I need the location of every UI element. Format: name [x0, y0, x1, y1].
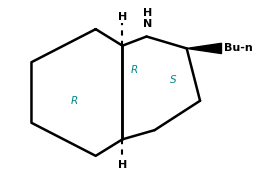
Text: S: S [170, 75, 177, 85]
Text: H: H [118, 12, 127, 22]
Polygon shape [187, 43, 221, 54]
Text: R: R [71, 96, 78, 106]
Text: H
N: H N [143, 8, 153, 29]
Text: Bu-n: Bu-n [224, 43, 253, 53]
Text: R: R [130, 65, 138, 75]
Text: H: H [118, 160, 127, 170]
